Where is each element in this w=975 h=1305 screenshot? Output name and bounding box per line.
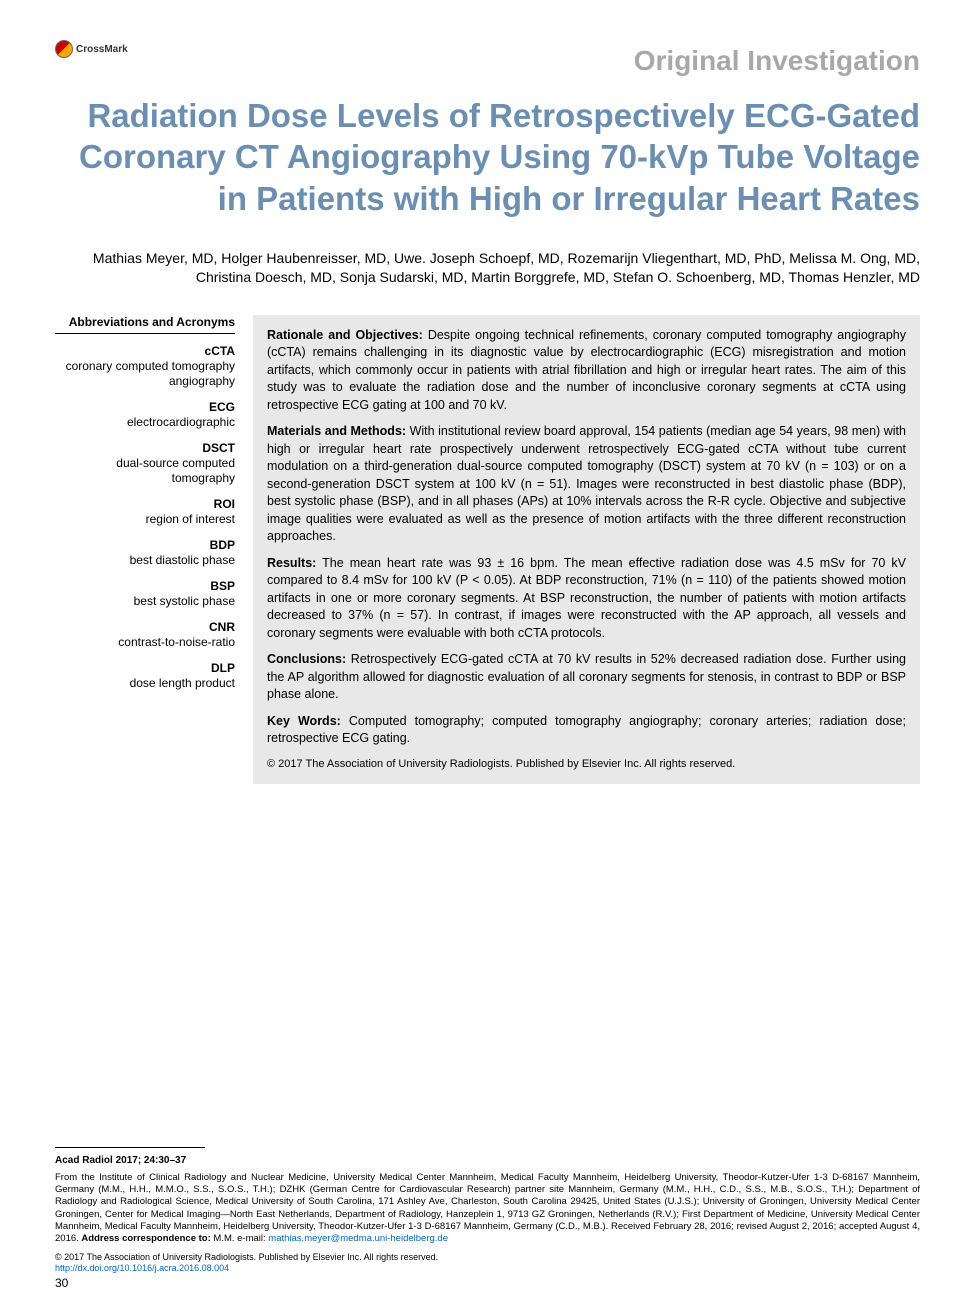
abbrev-val: best systolic phase — [55, 594, 235, 609]
abstract-label: Rationale and Objectives: — [267, 328, 423, 342]
abbrev-key: ROI — [55, 497, 235, 512]
article-title: Radiation Dose Levels of Retrospectively… — [55, 95, 920, 219]
abbrev-item: DLP dose length product — [55, 661, 235, 691]
abbrev-key: BSP — [55, 579, 235, 594]
abbrev-val: best diastolic phase — [55, 553, 235, 568]
abbrev-val: region of interest — [55, 512, 235, 527]
abbrev-key: cCTA — [55, 344, 235, 359]
footer-affiliations: From the Institute of Clinical Radiology… — [55, 1172, 920, 1246]
abstract-box: Rationale and Objectives: Despite ongoin… — [253, 315, 920, 784]
abstract-copyright: © 2017 The Association of University Rad… — [267, 757, 906, 772]
abbrev-val: contrast-to-noise-ratio — [55, 635, 235, 650]
section-label: Original Investigation — [55, 45, 920, 77]
abbrev-item: ROI region of interest — [55, 497, 235, 527]
page-number: 30 — [55, 1276, 68, 1290]
correspondence-email[interactable]: mathias.meyer@medma.uni-heidelberg.de — [268, 1233, 448, 1244]
abbrev-key: ECG — [55, 400, 235, 415]
abbrev-key: BDP — [55, 538, 235, 553]
abbrev-item: CNR contrast-to-noise-ratio — [55, 620, 235, 650]
crossmark-label: CrossMark — [76, 44, 128, 55]
abstract-text: Computed tomography; computed tomography… — [267, 714, 906, 746]
content-row: Abbreviations and Acronyms cCTA coronary… — [55, 315, 920, 784]
abstract-label: Results: — [267, 556, 316, 570]
abstract-label: Conclusions: — [267, 652, 346, 666]
abstract-rationale: Rationale and Objectives: Despite ongoin… — [267, 327, 906, 415]
abbrev-key: CNR — [55, 620, 235, 635]
copyright-text: © 2017 The Association of University Rad… — [55, 1252, 438, 1262]
footer-copyright: © 2017 The Association of University Rad… — [55, 1252, 920, 1275]
abstract-text: Retrospectively ECG-gated cCTA at 70 kV … — [267, 652, 906, 701]
address-who: M.M. e-mail: — [211, 1233, 269, 1244]
doi-link[interactable]: http://dx.doi.org/10.1016/j.acra.2016.08… — [55, 1263, 229, 1273]
footer-ref: Acad Radiol 2017; 24:30–37 — [55, 1154, 920, 1167]
abbrev-item: BDP best diastolic phase — [55, 538, 235, 568]
crossmark-icon — [55, 40, 73, 58]
abbreviations-sidebar: Abbreviations and Acronyms cCTA coronary… — [55, 315, 235, 784]
abstract-conclusions: Conclusions: Retrospectively ECG-gated c… — [267, 651, 906, 704]
sidebar-title: Abbreviations and Acronyms — [55, 315, 235, 334]
abbrev-val: dual-source computed tomography — [55, 456, 235, 486]
abbrev-val: dose length product — [55, 676, 235, 691]
abstract-text: The mean heart rate was 93 ± 16 bpm. The… — [267, 556, 906, 640]
abstract-keywords: Key Words: Computed tomography; computed… — [267, 713, 906, 748]
crossmark-badge[interactable]: CrossMark — [55, 40, 128, 58]
address-label: Address correspondence to: — [81, 1233, 210, 1244]
footer: Acad Radiol 2017; 24:30–37 From the Inst… — [55, 1147, 920, 1275]
abstract-results: Results: The mean heart rate was 93 ± 16… — [267, 555, 906, 643]
abbrev-key: DSCT — [55, 441, 235, 456]
abbrev-key: DLP — [55, 661, 235, 676]
footer-divider — [55, 1147, 205, 1148]
abbrev-val: electrocardiographic — [55, 415, 235, 430]
abstract-label: Key Words: — [267, 714, 341, 728]
authors-list: Mathias Meyer, MD, Holger Haubenreisser,… — [55, 249, 920, 287]
abbrev-item: BSP best systolic phase — [55, 579, 235, 609]
abbrev-item: ECG electrocardiographic — [55, 400, 235, 430]
abbrev-item: DSCT dual-source computed tomography — [55, 441, 235, 486]
abstract-text: With institutional review board approval… — [267, 424, 906, 543]
abbrev-item: cCTA coronary computed tomography angiog… — [55, 344, 235, 389]
abstract-label: Materials and Methods: — [267, 424, 406, 438]
abstract-methods: Materials and Methods: With institutiona… — [267, 423, 906, 546]
abbrev-val: coronary computed tomography angiography — [55, 359, 235, 389]
